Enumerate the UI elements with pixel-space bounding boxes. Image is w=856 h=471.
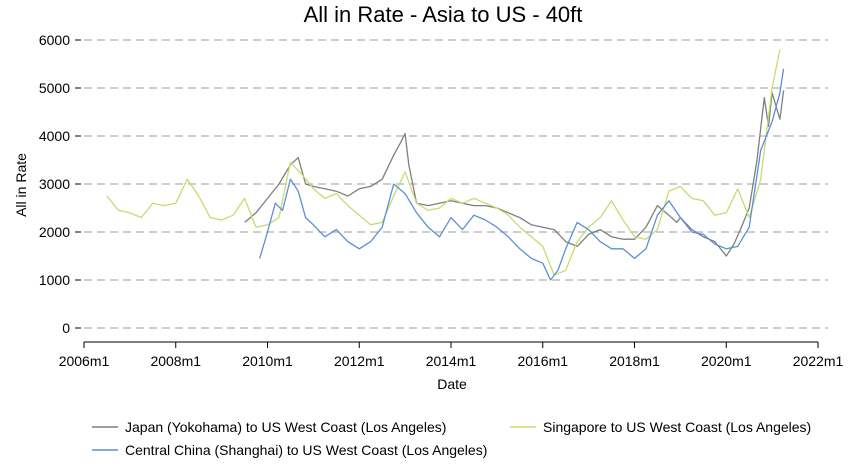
series-line-1	[244, 90, 785, 257]
x-tick-label: 2018m1	[609, 353, 660, 369]
legend-label: Central China (Shanghai) to US West Coas…	[125, 442, 487, 458]
x-tick-label: 2020m1	[701, 353, 752, 369]
x-tick-label: 2014m1	[426, 353, 477, 369]
x-tick-label: 2016m1	[517, 353, 568, 369]
y-axis-ticks: 0 1000 2000 3000 4000 5000 6000	[39, 32, 81, 336]
y-tick-label: 4000	[39, 128, 70, 144]
series-line-3	[259, 68, 785, 281]
x-tick-label: 2006m1	[59, 353, 110, 369]
x-tick-label: 2008m1	[150, 353, 201, 369]
series-lines	[106, 49, 785, 281]
legend-label: Singapore to US West Coast (Los Angeles)	[543, 419, 811, 435]
gridlines	[84, 39, 828, 329]
y-tick-label: 0	[62, 320, 70, 336]
y-axis-label: All in Rate	[13, 153, 29, 217]
x-axis-label: Date	[437, 376, 467, 392]
y-tick-label: 2000	[39, 224, 70, 240]
x-axis-ticks: 2006m1 2008m1 2010m1 2012m1 2014m1 2016m1 2018…	[59, 342, 844, 369]
y-tick-label: 6000	[39, 32, 70, 48]
chart-title: All in Rate - Asia to US - 40ft	[304, 2, 583, 27]
y-tick-label: 1000	[39, 272, 70, 288]
legend-label: Japan (Yokohama) to US West Coast (Los A…	[125, 419, 446, 435]
y-tick-label: 5000	[39, 80, 70, 96]
series-line-2	[106, 49, 781, 276]
x-tick-label: 2012m1	[334, 353, 385, 369]
x-tick-label: 2010m1	[242, 353, 293, 369]
legend: Japan (Yokohama) to US West Coast (Los A…	[92, 419, 811, 458]
y-tick-label: 3000	[39, 176, 70, 192]
x-tick-label: 2022m1	[793, 353, 844, 369]
